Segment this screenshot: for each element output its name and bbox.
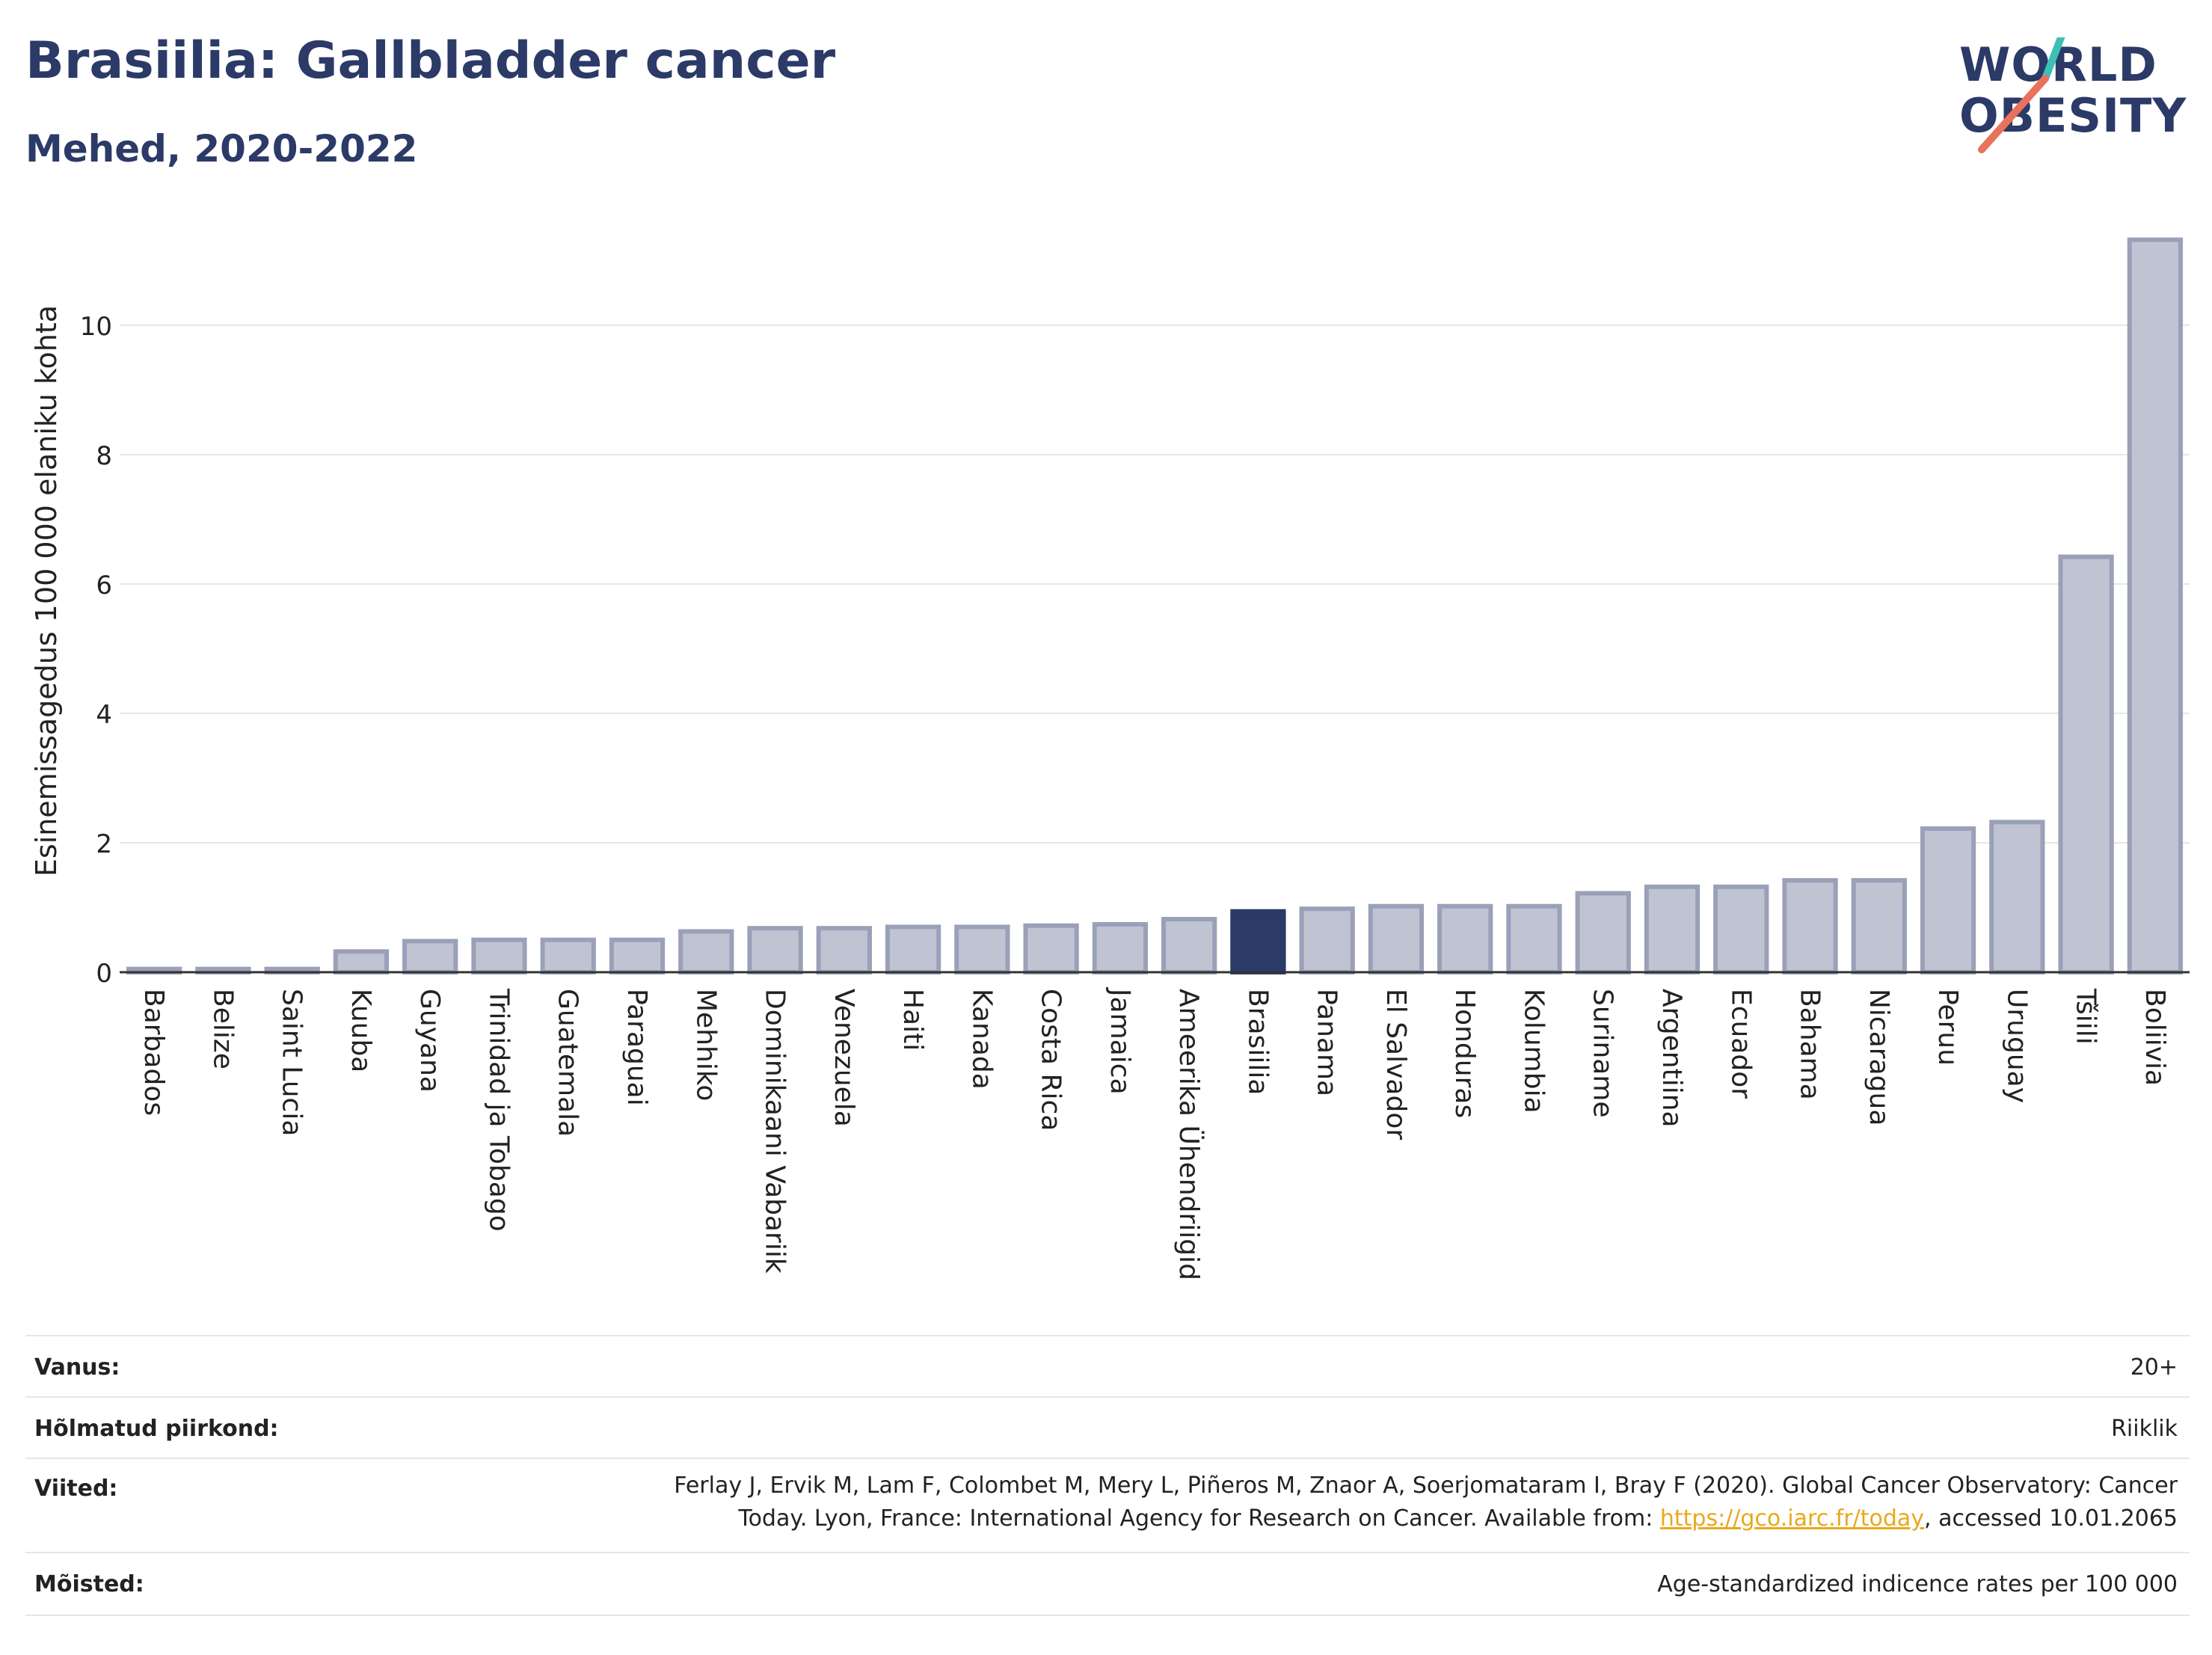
world-obesity-logo: WORLD OBESITY: [1952, 37, 2199, 157]
x-tick-label: Haiti: [897, 989, 928, 1051]
bar-ameerika-hendriigid: [1161, 917, 1217, 974]
meta-value-references: Ferlay J, Ervik M, Lam F, Colombet M, Me…: [674, 1470, 2178, 1535]
x-tick-label: Kuuba: [345, 989, 376, 1072]
x-tick-label: Guatemala: [553, 989, 583, 1137]
bar-costa-rica: [1023, 923, 1079, 974]
bar-boliivia: [2127, 237, 2184, 974]
x-tick-label: Paraguai: [621, 989, 652, 1106]
x-tick-label: Suriname: [1588, 989, 1618, 1118]
bar-el-salvador: [1368, 903, 1425, 974]
reference-line-2-post: , accessed 10.01.2065: [1924, 1505, 2178, 1532]
meta-value-definitions: Age-standardized indicence rates per 100…: [1657, 1571, 2178, 1597]
bar-dominikaani-vabariik: [747, 926, 803, 974]
bar-peruu: [1920, 826, 1976, 975]
y-tick-label: 10: [80, 312, 112, 342]
y-axis-label: Esinemissagedus 100 000 elaniku kohta: [30, 305, 63, 876]
x-tick-label: Ameerika Ühendriigid: [1173, 989, 1205, 1280]
x-tick-label: Trinidad ja Tobago: [483, 988, 514, 1232]
x-tick-label: Guyana: [414, 989, 445, 1093]
bar-nicaragua: [1851, 878, 1907, 975]
meta-value-coverage: Riiklik: [2111, 1416, 2178, 1442]
bar-guyana: [402, 939, 458, 975]
bar-argentiina: [1644, 884, 1701, 974]
bars: [120, 237, 2190, 975]
bar-mehhiko: [678, 929, 734, 975]
x-tick-label: Bahama: [1795, 989, 1825, 1100]
x-tick-label: Venezuela: [829, 989, 859, 1127]
meta-key-coverage: Hõlmatud piirkond:: [34, 1416, 279, 1442]
x-tick-label: Costa Rica: [1036, 989, 1066, 1131]
meta-row-references: Viited: Ferlay J, Ervik M, Lam F, Colomb…: [25, 1458, 2190, 1553]
bar-ecuador: [1713, 884, 1769, 974]
meta-row-coverage: Hõlmatud piirkond: Riiklik: [25, 1396, 2190, 1459]
chart-subtitle: Mehed, 2020-2022: [25, 127, 418, 171]
x-tick-label: Jamaica: [1105, 987, 1135, 1095]
bar-kolumbia: [1506, 903, 1562, 974]
bar-jamaica: [1092, 921, 1149, 974]
x-tick-labels: Barbados Belize Saint Lucia Kuuba Guyana Trin…: [138, 987, 2170, 1280]
x-tick-label: Barbados: [138, 989, 169, 1116]
bar-brasiilia: [1230, 909, 1286, 974]
meta-key-definitions: Mõisted:: [34, 1571, 144, 1597]
x-tick-label: Mehhiko: [690, 989, 721, 1101]
x-tick-label: Peruu: [1932, 989, 1963, 1066]
x-tick-label: Kolumbia: [1518, 989, 1549, 1114]
y-tick-label: 8: [96, 441, 112, 471]
x-tick-label: Uruguay: [2001, 989, 2032, 1103]
bar-trinidad-ja-tobago: [471, 937, 527, 975]
x-tick-label: Nicaragua: [1864, 989, 1894, 1126]
x-tick-label: Ecuador: [1725, 989, 1756, 1099]
y-tick-label: 6: [96, 571, 112, 601]
meta-key-age: Vanus:: [34, 1354, 120, 1381]
bar-suriname: [1575, 891, 1631, 974]
x-tick-label: Brasiilia: [1242, 989, 1273, 1095]
meta-row-definitions: Mõisted: Age-standardized indicence rate…: [25, 1552, 2190, 1616]
reference-line-2-pre: Today. Lyon, France: International Agenc…: [738, 1505, 1660, 1532]
y-tick-labels: 0 2 4 6 8 10: [80, 312, 112, 989]
meta-row-age: Vanus: 20+: [25, 1335, 2190, 1398]
chart-title: Brasiilia: Gallbladder cancer: [25, 31, 836, 90]
x-tick-label: Saint Lucia: [277, 989, 307, 1136]
x-tick-label: Argentiina: [1656, 989, 1687, 1128]
bar-paraguai: [609, 937, 666, 975]
x-tick-label: El Salvador: [1380, 989, 1411, 1140]
bar-guatemala: [540, 937, 596, 975]
bar-panama: [1299, 906, 1355, 975]
bar-kanada: [954, 924, 1010, 975]
bar-venezuela: [816, 926, 872, 974]
y-tick-label: 2: [96, 829, 112, 859]
x-tick-label: Honduras: [1449, 989, 1480, 1118]
meta-key-references: Viited:: [34, 1476, 118, 1502]
reference-line-1: Ferlay J, Ervik M, Lam F, Colombet M, Me…: [674, 1473, 2178, 1499]
source-link[interactable]: https://gco.iarc.fr/today: [1659, 1505, 1925, 1532]
logo-slash-icon: [1978, 37, 2065, 153]
bar-honduras: [1437, 903, 1493, 974]
x-tick-label: Kanada: [966, 989, 997, 1090]
y-tick-label: 0: [96, 959, 112, 989]
bar-chart: 0 2 4 6 8 10 Barbados Belize Saint Lucia Kuuba Gu…: [30, 237, 2190, 1280]
meta-value-age: 20+: [2130, 1354, 2178, 1381]
bar-bahama: [1782, 878, 1838, 975]
bar-uruguay: [1989, 820, 2045, 974]
x-tick-label: Panama: [1312, 989, 1342, 1096]
grid-lines: [120, 324, 2190, 844]
x-tick-label: Boliivia: [2139, 989, 2170, 1086]
bar-t-iili: [2058, 554, 2114, 974]
bar-kuuba: [333, 949, 390, 974]
x-tick-label: Dominikaani Vabariik: [760, 989, 790, 1274]
y-tick-label: 4: [96, 700, 112, 730]
x-tick-label: Tšiili: [2071, 988, 2101, 1045]
x-tick-label: Belize: [207, 989, 238, 1069]
reference-line-2: Today. Lyon, France: International Agenc…: [674, 1502, 2178, 1535]
bar-haiti: [885, 924, 941, 975]
